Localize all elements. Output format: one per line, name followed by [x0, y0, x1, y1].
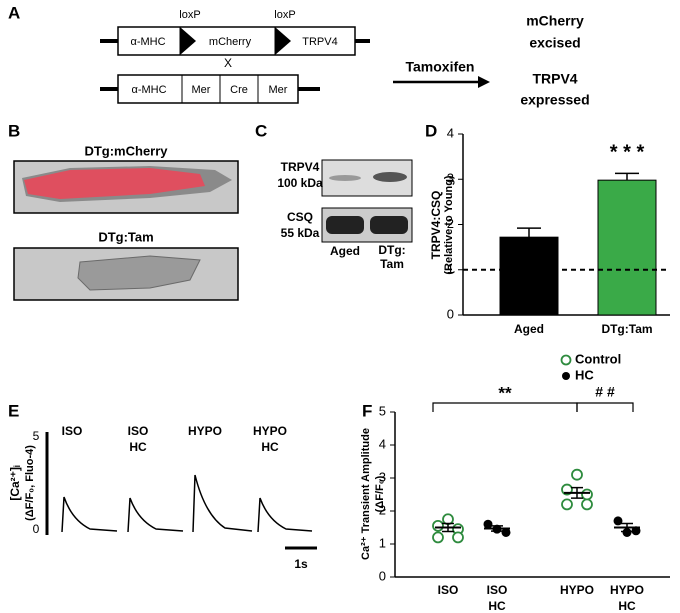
- error-bar: [442, 522, 454, 533]
- cell-image: [13, 247, 239, 301]
- x-tick-label: Aged: [514, 322, 544, 336]
- y-axis-label: (ΔF/F₀): [374, 475, 386, 512]
- cross-label: X: [224, 56, 232, 70]
- data-point: [631, 526, 641, 536]
- panel-label: B: [8, 121, 20, 140]
- trace-label: ISO: [62, 424, 83, 438]
- blot-label: 55 kDa: [281, 226, 320, 240]
- legend-label: HC: [575, 367, 594, 382]
- trace-label: HYPO: [253, 424, 287, 438]
- image-title: DTg:Tam: [98, 229, 153, 244]
- gene-label: Mer: [269, 84, 288, 96]
- significance-brackets: [432, 402, 634, 412]
- y-tick-label: 2: [379, 502, 386, 517]
- error-bar: [615, 172, 639, 181]
- data-point: [442, 513, 454, 526]
- time-label: 1s: [294, 557, 308, 571]
- annotation: **: [498, 383, 512, 402]
- gene-label: α-MHC: [130, 36, 165, 48]
- gene-label: mCherry: [209, 36, 252, 48]
- data-point: [432, 519, 444, 532]
- legend-swatch: [562, 372, 570, 380]
- x-tick-label: ISO: [487, 583, 508, 597]
- y-tick-label: 4: [379, 436, 386, 451]
- data-point: [581, 488, 593, 501]
- y-tick-label: 1: [447, 261, 454, 276]
- y-tick-label: 4: [447, 125, 454, 140]
- scale-label: 5: [33, 429, 40, 443]
- panel-label: D: [425, 121, 437, 140]
- blot-label: TRPV4: [281, 160, 320, 174]
- data-point: [501, 527, 511, 537]
- result-label: mCherry: [526, 13, 584, 29]
- data-point: [561, 498, 573, 511]
- error-bar: [491, 525, 503, 532]
- blot: [321, 159, 413, 243]
- cell-image: [13, 160, 239, 214]
- blot-label: CSQ: [287, 210, 313, 224]
- annotation: * * *: [610, 142, 645, 164]
- scale-label: 0: [33, 522, 40, 536]
- data-point: [432, 531, 444, 544]
- y-tick-label: 0: [447, 306, 454, 321]
- trace-label: HC: [261, 440, 279, 454]
- loxp-label: loxP: [179, 9, 200, 21]
- x-tick-label: HYPO: [610, 583, 644, 597]
- panel-label: E: [8, 401, 19, 420]
- legend-label: Control: [575, 351, 621, 366]
- data-point: [613, 516, 623, 526]
- panel-label: F: [362, 401, 372, 420]
- y-tick-label: 3: [447, 171, 454, 186]
- blot-label: 100 kDa: [277, 176, 323, 190]
- trace-label: ISO: [128, 424, 149, 438]
- loxp-label: loxP: [274, 9, 295, 21]
- arrow-label: Tamoxifen: [406, 59, 475, 75]
- x-tick-label: DTg:Tam: [601, 322, 652, 336]
- error-bar: [571, 486, 583, 499]
- trace-ylabel: (ΔF/F₀, Fluo-4): [24, 445, 36, 521]
- data-point: [581, 498, 593, 511]
- construct: [100, 26, 490, 104]
- y-tick-label: 2: [447, 216, 454, 231]
- y-tick-label: 1: [379, 535, 386, 550]
- lane-label: Tam: [380, 257, 404, 271]
- trace-label: HC: [129, 440, 147, 454]
- x-tick-label: ISO: [438, 583, 459, 597]
- lane-label: Aged: [330, 244, 360, 258]
- lane-label: DTg:: [378, 243, 405, 257]
- bar: [597, 179, 657, 316]
- gene-label: TRPV4: [302, 36, 337, 48]
- x-tick-label: HC: [618, 599, 636, 613]
- y-axis-label: (Relative to Young): [443, 175, 455, 275]
- y-tick-label: 0: [379, 568, 386, 583]
- data-point: [452, 531, 464, 544]
- traces: [45, 432, 317, 550]
- x-tick-label: HYPO: [560, 583, 594, 597]
- trace-ylabel: [Ca²⁺]ᵢ: [8, 465, 22, 501]
- data-point: [571, 468, 583, 481]
- y-axis-label: Ca²⁺ Transient Amplitude: [360, 428, 372, 560]
- y-axis-label: TRPV4:CSQ: [429, 191, 443, 260]
- result-label: TRPV4: [532, 71, 577, 87]
- gene-label: Mer: [192, 84, 211, 96]
- result-label: excised: [529, 35, 580, 51]
- data-point: [483, 519, 493, 529]
- x-tick-label: HC: [488, 599, 506, 613]
- trace-label: HYPO: [188, 424, 222, 438]
- annotation: # #: [595, 384, 615, 400]
- panel-label: A: [8, 3, 20, 22]
- error-bar: [621, 522, 633, 533]
- legend-swatch: [560, 354, 572, 366]
- result-label: expressed: [520, 92, 589, 108]
- gene-label: Cre: [230, 84, 248, 96]
- gene-label: α-MHC: [131, 84, 166, 96]
- bar: [499, 236, 559, 316]
- panel-label: C: [255, 121, 267, 140]
- data-point: [622, 527, 632, 537]
- y-tick-label: 5: [379, 403, 386, 418]
- y-tick-label: 3: [379, 469, 386, 484]
- error-bar: [517, 227, 541, 238]
- image-title: DTg:mCherry: [84, 143, 168, 158]
